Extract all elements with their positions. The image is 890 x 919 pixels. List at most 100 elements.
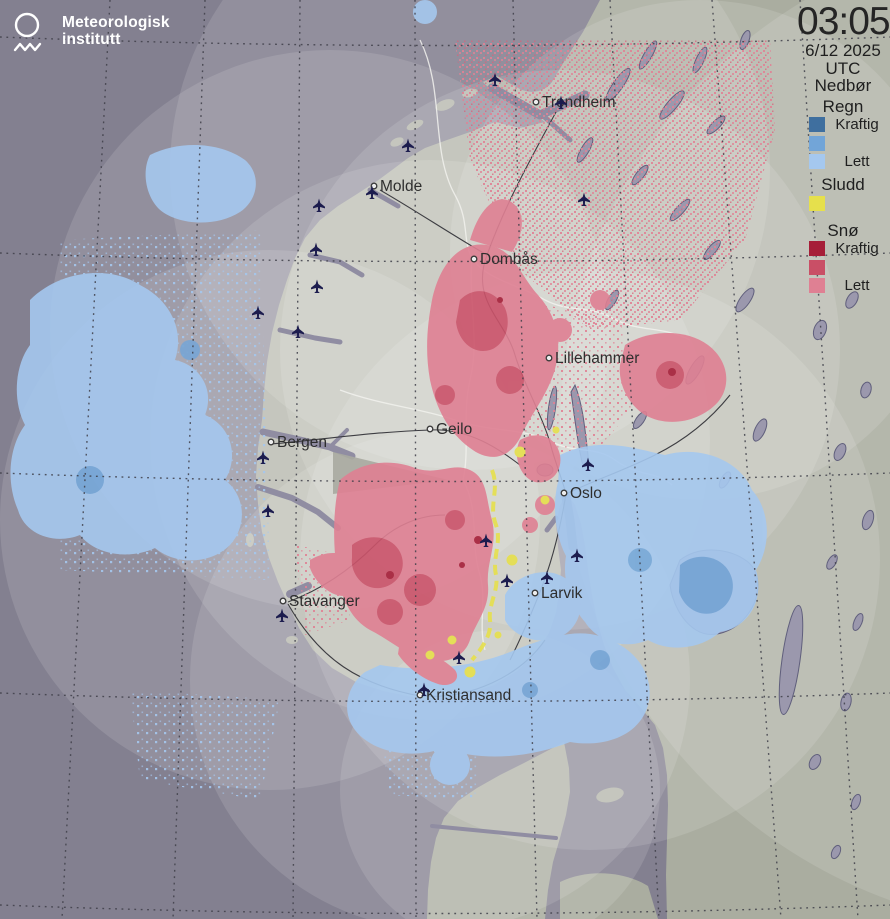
lake <box>845 291 859 309</box>
legend-color-swatch <box>809 117 825 133</box>
parallel <box>0 252 890 263</box>
legend-item-label: Kraftig <box>835 240 879 258</box>
snow-patch <box>548 318 572 342</box>
legend-row: Lett <box>797 277 889 296</box>
sleet-spot <box>506 554 518 566</box>
precip-rain-speckle <box>130 690 280 800</box>
city-label: Larvik <box>541 585 583 602</box>
lake <box>752 418 768 442</box>
parallel <box>0 692 890 703</box>
timezone-label: UTC <box>825 58 861 78</box>
legend-item-label: Lett <box>844 153 870 171</box>
legend-row: Kraftig <box>797 116 889 135</box>
rain-area-southeast <box>554 444 767 648</box>
fjord <box>277 327 343 345</box>
snow-patch <box>522 517 538 533</box>
snow-medium-patch <box>404 574 436 606</box>
precip-snow-speckle <box>455 40 775 330</box>
lake-vattern <box>778 605 804 715</box>
legend-group-title: Sludd <box>821 175 865 194</box>
lake <box>861 509 875 531</box>
legend-color-swatch <box>809 241 825 257</box>
lake <box>826 554 838 570</box>
city-marker <box>545 354 553 362</box>
precip-sleet <box>425 426 560 678</box>
snow-heavy-spot <box>386 571 394 579</box>
sleet-spot <box>447 635 457 645</box>
parallel <box>0 472 890 483</box>
snow-area-stavanger-spur <box>310 553 363 596</box>
city-marker <box>531 589 539 597</box>
legend-row: Kraftig <box>797 240 889 259</box>
city-label: Stavanger <box>289 593 360 610</box>
city-marker <box>370 182 378 190</box>
logo-line-2: institutt <box>62 31 121 48</box>
fjord <box>544 515 559 533</box>
city-label: Molde <box>380 178 422 195</box>
legend-row <box>797 258 889 277</box>
met-logo-mark <box>13 12 42 52</box>
sleet-spot <box>464 666 476 678</box>
lake <box>812 319 828 341</box>
city-marker <box>532 98 540 106</box>
parallel <box>0 904 890 915</box>
precip-snow-heavy <box>386 297 676 579</box>
legend-color-swatch <box>809 135 825 151</box>
legend-color-swatch <box>809 195 825 211</box>
fjord <box>328 428 349 449</box>
date-label: 6/12 2025 <box>805 41 881 60</box>
city-label: Oslo <box>570 485 602 502</box>
precipitation <box>10 0 775 800</box>
city-marker <box>426 425 434 433</box>
logo-wave-icon <box>13 42 42 52</box>
sleet-fringe <box>470 469 500 662</box>
snow-patch <box>590 290 610 310</box>
snow-heavy-spot <box>668 368 676 376</box>
legend-color-swatch <box>809 278 825 294</box>
legend-color-swatch <box>809 154 825 170</box>
snow-area-central <box>427 244 559 457</box>
snow-medium-patch <box>445 510 465 530</box>
lake <box>833 443 847 461</box>
legend-group-title: Snø <box>827 220 859 240</box>
lake <box>808 754 822 770</box>
sleet-spot <box>425 650 435 660</box>
legend-row <box>797 134 889 153</box>
legend-row: Lett <box>797 153 889 172</box>
snow-medium-patch <box>456 291 508 351</box>
snow-heavy-spot <box>497 297 503 303</box>
snow-medium-patch <box>435 385 455 405</box>
rain-medium-patch <box>590 650 610 670</box>
city-label: Kristiansand <box>426 687 511 704</box>
sleet-spot <box>540 495 550 505</box>
lake <box>850 793 862 811</box>
parallel <box>0 36 890 47</box>
sleet-spot <box>494 631 502 639</box>
legend-item-label: Lett <box>844 277 870 295</box>
legend-item-label: Kraftig <box>835 116 879 134</box>
legend-row <box>797 194 889 213</box>
snow-area-oslo-west <box>516 435 561 483</box>
fjord <box>255 484 341 531</box>
city-label: Geilo <box>436 421 472 438</box>
legend-groups: Regn Kraftig Lett Sludd Snø Kraftig Lett <box>797 97 889 296</box>
snow-area-coast-spur <box>398 640 458 686</box>
precip-rain-medium <box>76 340 733 698</box>
timestamp: 03:05 <box>797 0 890 43</box>
lake <box>852 613 864 631</box>
legend-panel: 03:05 6/12 2025 UTC Nedbør Regn Kraftig Le… <box>797 0 890 296</box>
rain-medium-patch <box>628 548 652 572</box>
rain-area-west-sea-north <box>145 144 256 223</box>
city-label: Dombås <box>480 251 538 268</box>
land-danish-isles <box>560 873 658 919</box>
fjord <box>430 824 558 840</box>
snow-area-dombas-spur <box>470 199 522 252</box>
city-marker <box>416 691 424 699</box>
rain-patch <box>413 0 437 24</box>
city-label: Lillehammer <box>555 350 639 367</box>
city-marker <box>267 438 275 446</box>
legend-group-title: Regn <box>822 96 864 116</box>
rain-medium-patch <box>180 340 200 360</box>
